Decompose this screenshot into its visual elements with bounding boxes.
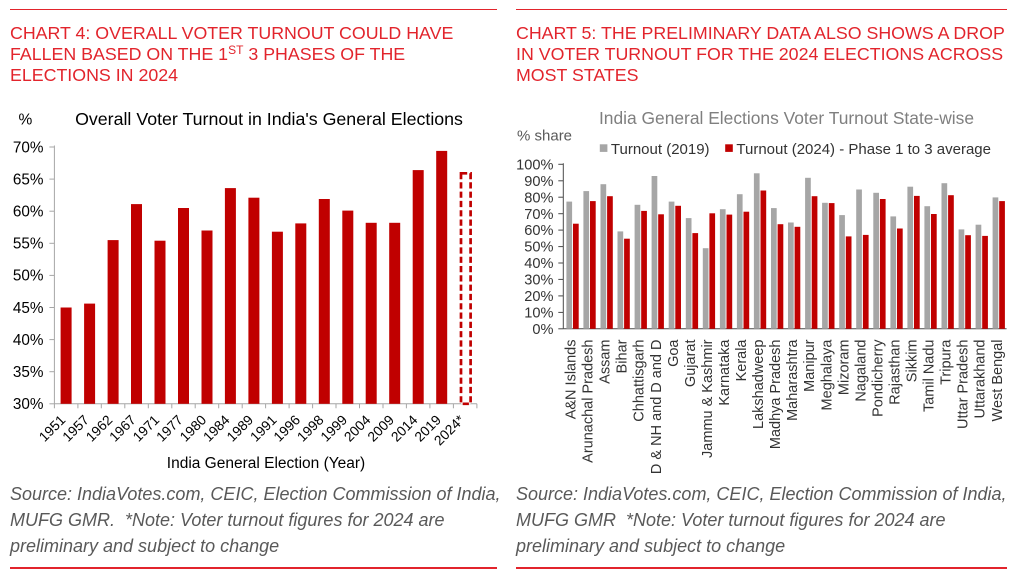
- svg-text:35%: 35%: [13, 364, 44, 381]
- svg-text:Rajasthan: Rajasthan: [888, 340, 904, 405]
- svg-text:Jammu & Kashmir: Jammu & Kashmir: [700, 339, 716, 458]
- svg-text:70%: 70%: [13, 139, 44, 156]
- svg-text:1967: 1967: [107, 412, 139, 444]
- svg-text:1980: 1980: [177, 412, 210, 445]
- svg-text:70%: 70%: [524, 207, 553, 223]
- svg-text:2014: 2014: [388, 412, 421, 445]
- svg-text:40%: 40%: [13, 332, 44, 349]
- svg-text:1957: 1957: [60, 412, 92, 444]
- svg-text:Arunachal Pradesh: Arunachal Pradesh: [581, 340, 597, 463]
- svg-text:1996: 1996: [271, 412, 304, 445]
- svg-text:60%: 60%: [13, 204, 44, 221]
- svg-text:Nagaland: Nagaland: [853, 340, 869, 402]
- svg-text:80%: 80%: [524, 190, 553, 206]
- svg-text:Turnout (2024) - Phase 1 to 3: Turnout (2024) - Phase 1 to 3 average: [736, 141, 991, 158]
- svg-text:Chhattisgarh: Chhattisgarh: [632, 340, 648, 422]
- svg-text:2009: 2009: [365, 412, 398, 445]
- svg-text:Manipur: Manipur: [802, 339, 818, 392]
- svg-text:A&N Islands: A&N Islands: [564, 340, 580, 420]
- svg-text:Mizoram: Mizoram: [836, 340, 852, 396]
- svg-text:India General Elections Voter: India General Elections Voter Turnout St…: [599, 108, 974, 128]
- svg-text:55%: 55%: [13, 236, 44, 253]
- svg-text:1991: 1991: [247, 412, 279, 444]
- svg-text:90%: 90%: [524, 174, 553, 190]
- svg-text:% share: % share: [517, 128, 572, 145]
- svg-text:Pondicherry: Pondicherry: [870, 339, 886, 417]
- svg-text:1984: 1984: [200, 412, 233, 445]
- svg-text:Uttarakhand: Uttarakhand: [973, 340, 989, 419]
- svg-text:30%: 30%: [524, 273, 553, 289]
- svg-text:Lakshadweep: Lakshadweep: [751, 340, 767, 430]
- svg-text:Maharashtra: Maharashtra: [785, 339, 801, 421]
- svg-text:100%: 100%: [516, 157, 553, 173]
- svg-text:10%: 10%: [524, 306, 553, 322]
- svg-text:1971: 1971: [130, 412, 162, 444]
- svg-text:1977: 1977: [154, 412, 186, 444]
- svg-text:Overall Voter Turnout in India: Overall Voter Turnout in India's General…: [75, 109, 463, 129]
- svg-text:Tripura: Tripura: [939, 339, 955, 385]
- svg-text:Kerala: Kerala: [734, 339, 750, 382]
- svg-text:Tamil Nadu: Tamil Nadu: [922, 340, 938, 413]
- svg-text:Uttar Pradesh: Uttar Pradesh: [956, 340, 972, 429]
- svg-text:20%: 20%: [524, 289, 553, 305]
- svg-text:Karnataka: Karnataka: [717, 339, 733, 406]
- svg-text:0%: 0%: [532, 322, 553, 338]
- svg-text:65%: 65%: [13, 171, 44, 188]
- svg-text:India General Election (Year): India General Election (Year): [167, 455, 365, 472]
- svg-text:50%: 50%: [524, 240, 553, 256]
- svg-text:1951: 1951: [36, 412, 68, 444]
- svg-text:D & NH and D and D: D & NH and D and D: [649, 340, 665, 475]
- svg-text:30%: 30%: [13, 396, 44, 413]
- svg-text:Turnout (2019): Turnout (2019): [611, 141, 710, 158]
- svg-text:Bihar: Bihar: [615, 339, 631, 373]
- svg-text:60%: 60%: [524, 223, 553, 239]
- svg-text:Goa: Goa: [666, 339, 682, 367]
- svg-text:1999: 1999: [318, 412, 351, 445]
- svg-text:Madhya Pradesh: Madhya Pradesh: [768, 340, 784, 450]
- svg-text:50%: 50%: [13, 268, 44, 285]
- svg-text:%: %: [19, 112, 33, 129]
- svg-text:1998: 1998: [294, 412, 327, 445]
- svg-text:Gujarat: Gujarat: [683, 340, 699, 388]
- svg-text:West Bengal: West Bengal: [990, 340, 1006, 422]
- svg-text:Meghalaya: Meghalaya: [819, 339, 835, 411]
- svg-text:45%: 45%: [13, 300, 44, 317]
- svg-text:1962: 1962: [83, 412, 115, 444]
- svg-text:2004: 2004: [341, 412, 374, 445]
- svg-text:Assam: Assam: [598, 340, 614, 384]
- svg-text:1989: 1989: [224, 412, 257, 445]
- svg-text:Sikkim: Sikkim: [905, 340, 921, 383]
- svg-text:40%: 40%: [524, 256, 553, 272]
